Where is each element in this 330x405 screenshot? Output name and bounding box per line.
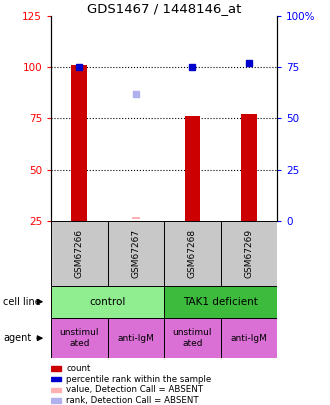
Bar [164,286,277,318]
Bar [184,116,200,221]
Text: count: count [66,364,91,373]
Text: anti-IgM: anti-IgM [117,334,154,343]
Text: agent: agent [3,333,32,343]
Text: control: control [89,297,126,307]
Text: unstimul
ated: unstimul ated [173,328,212,348]
Bar [72,65,87,221]
Bar [51,366,61,371]
Bar [108,318,164,358]
Bar [51,286,164,318]
Bar [51,388,61,392]
Text: value, Detection Call = ABSENT: value, Detection Call = ABSENT [66,385,204,394]
Bar [108,221,164,286]
Text: unstimul
ated: unstimul ated [60,328,99,348]
Text: GSM67269: GSM67269 [245,228,253,278]
Bar [241,114,257,221]
Bar [51,377,61,382]
Bar [51,399,61,403]
Text: GSM67267: GSM67267 [131,228,141,278]
Bar [221,318,277,358]
Bar [164,221,221,286]
Bar [132,217,140,219]
Text: GSM67266: GSM67266 [75,228,84,278]
Bar [51,318,108,358]
Text: percentile rank within the sample: percentile rank within the sample [66,375,212,384]
Title: GDS1467 / 1448146_at: GDS1467 / 1448146_at [87,2,241,15]
Bar [164,318,221,358]
Text: TAK1 deficient: TAK1 deficient [183,297,258,307]
Bar [51,221,108,286]
Text: anti-IgM: anti-IgM [231,334,267,343]
Text: rank, Detection Call = ABSENT: rank, Detection Call = ABSENT [66,396,199,405]
Text: GSM67268: GSM67268 [188,228,197,278]
Bar [221,221,277,286]
Text: cell line: cell line [3,297,41,307]
